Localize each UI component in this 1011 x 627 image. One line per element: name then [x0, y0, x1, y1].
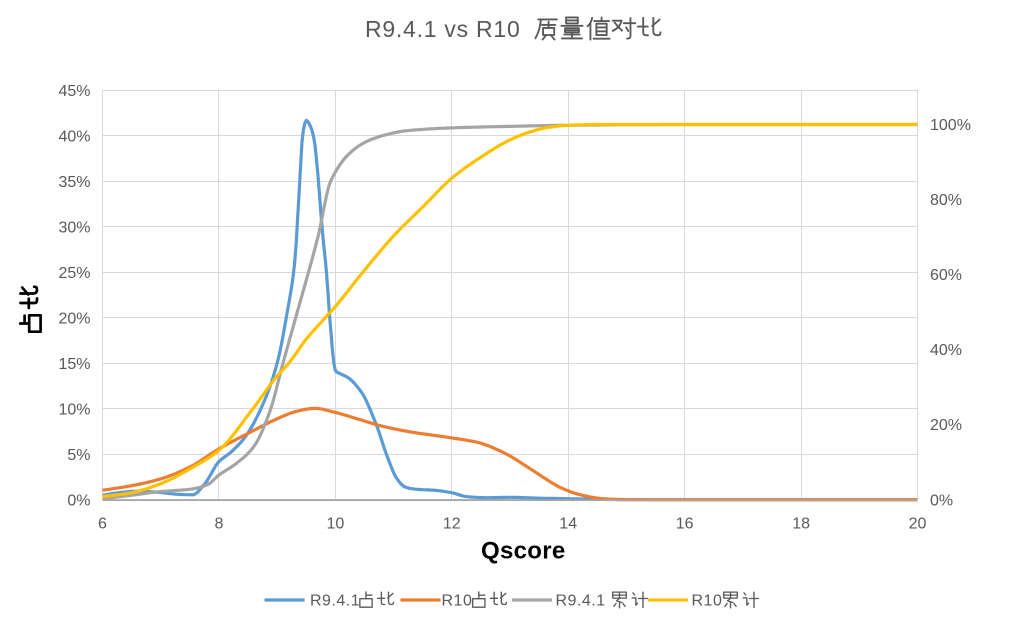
svg-text:20%: 20% [930, 417, 962, 434]
svg-text:18: 18 [792, 516, 810, 533]
svg-text:6: 6 [98, 516, 107, 533]
svg-text:5%: 5% [67, 447, 90, 464]
svg-text:0%: 0% [67, 492, 90, 509]
svg-text:20%: 20% [58, 310, 90, 327]
svg-text:R9.4.1: R9.4.1 [310, 593, 360, 610]
svg-text:60%: 60% [930, 267, 962, 284]
svg-text:Qscore: Qscore [481, 538, 566, 565]
svg-text:40%: 40% [58, 128, 90, 145]
svg-text:100%: 100% [930, 117, 971, 134]
svg-text:20: 20 [909, 516, 927, 533]
svg-text:R10: R10 [442, 593, 473, 610]
svg-text:45%: 45% [58, 83, 90, 100]
svg-text:16: 16 [676, 516, 694, 533]
svg-text:R9.4.1: R9.4.1 [556, 593, 606, 610]
svg-text:0%: 0% [930, 492, 953, 509]
svg-text:10%: 10% [58, 401, 90, 418]
svg-text:14: 14 [559, 516, 577, 533]
svg-text:40%: 40% [930, 342, 962, 359]
svg-text:12: 12 [443, 516, 461, 533]
svg-text:8: 8 [214, 516, 223, 533]
svg-text:80%: 80% [930, 192, 962, 209]
svg-text:R9.4.1 vs R10: R9.4.1 vs R10 [365, 16, 521, 42]
svg-text:30%: 30% [58, 219, 90, 236]
svg-text:15%: 15% [58, 356, 90, 373]
svg-text:25%: 25% [58, 265, 90, 282]
svg-text:35%: 35% [58, 174, 90, 191]
svg-text:R10: R10 [692, 593, 723, 610]
svg-text:10: 10 [327, 516, 345, 533]
